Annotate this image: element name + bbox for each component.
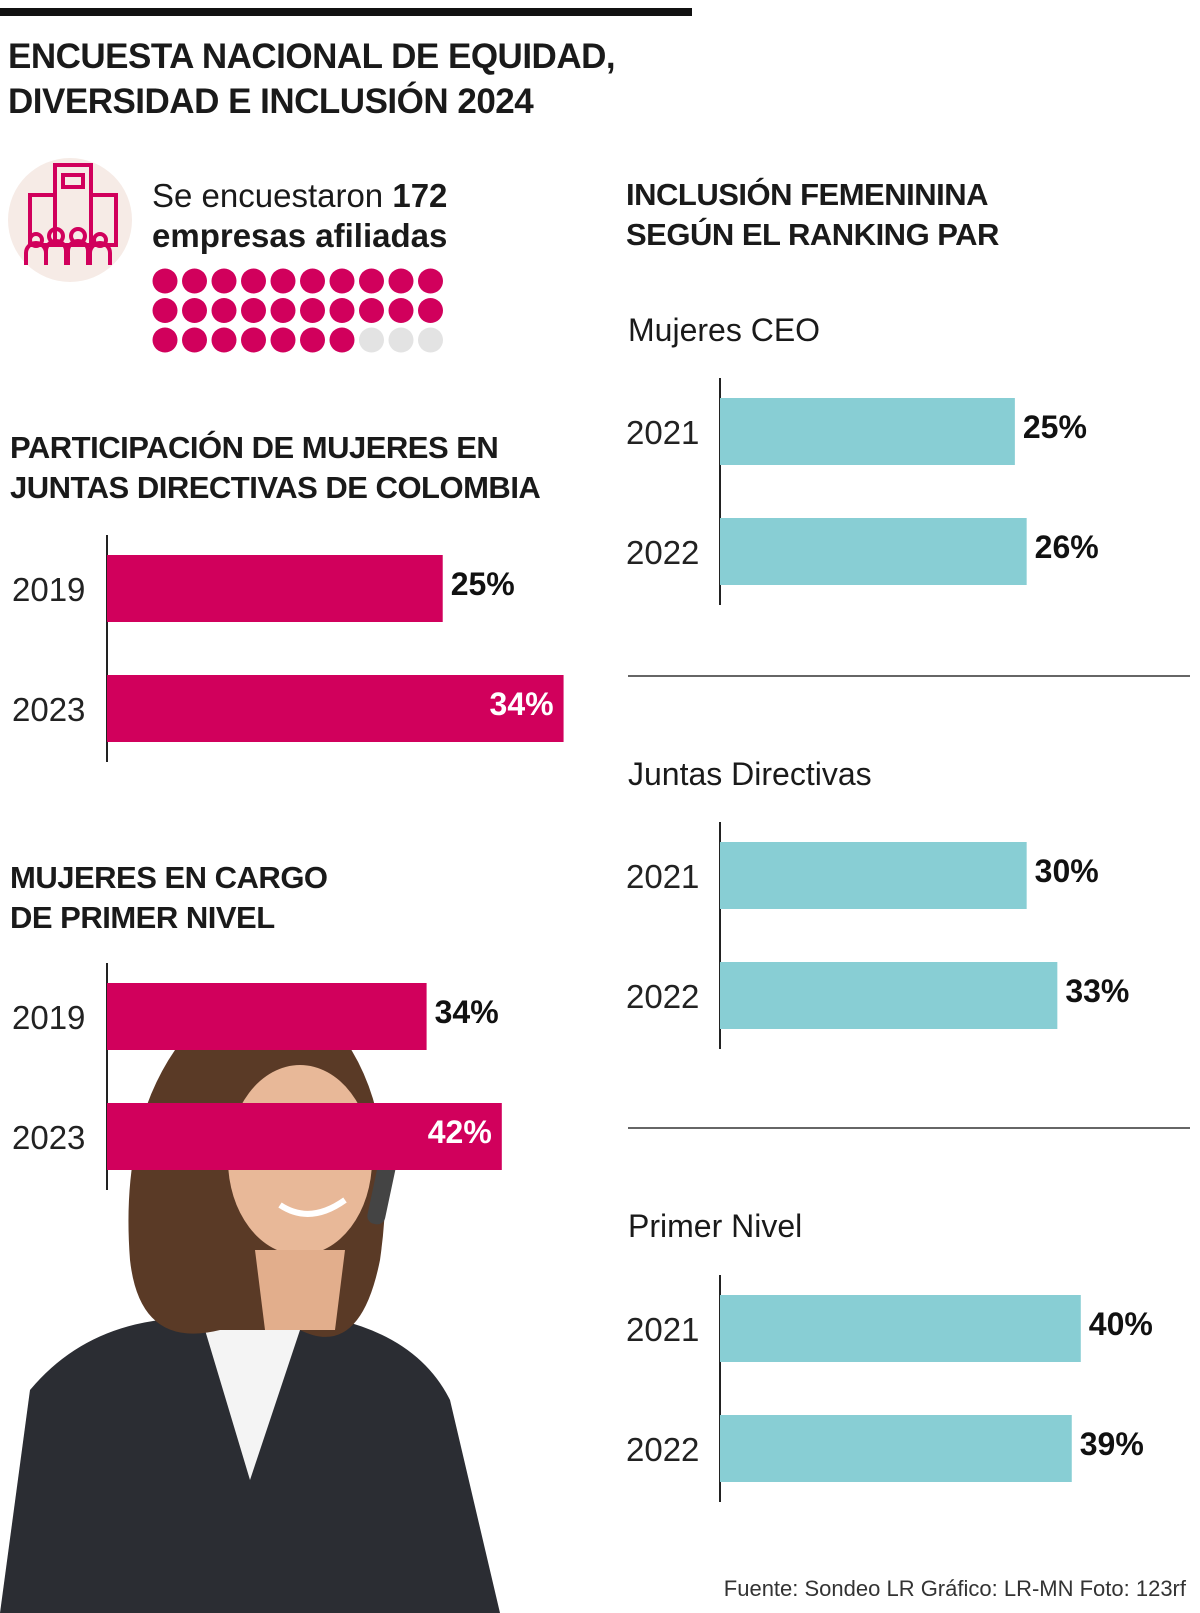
dot — [211, 298, 237, 323]
value-label: 25% — [1023, 409, 1087, 445]
dot — [211, 327, 237, 353]
bar — [720, 398, 1015, 465]
dot — [241, 327, 266, 353]
category-label: 2023 — [12, 1119, 85, 1156]
dot — [300, 327, 325, 353]
survey-number: 172 — [392, 177, 448, 214]
bar — [720, 1295, 1081, 1362]
category-label: 2022 — [626, 534, 699, 571]
dot — [359, 327, 384, 353]
dot — [270, 298, 296, 323]
chart-title: Primer Nivel — [628, 1208, 803, 1244]
building-icon — [8, 158, 132, 282]
bar — [107, 555, 443, 622]
bar — [720, 1415, 1072, 1482]
charts: 2019 25% 2023 34% 2019 34% 2023 42% 2021 25% 2022 2… — [12, 378, 1153, 1502]
dot — [182, 327, 207, 353]
bar — [720, 962, 1058, 1029]
dot — [152, 268, 178, 294]
bar — [107, 675, 564, 742]
value-label: 34% — [435, 994, 499, 1030]
dot — [388, 268, 414, 294]
bar — [720, 842, 1027, 909]
value-label: 34% — [490, 686, 554, 722]
dot — [329, 327, 355, 353]
category-label: 2021 — [626, 414, 699, 451]
ranking-title: INCLUSIÓN FEMENININA SEGÚN EL RANKING PA… — [626, 177, 999, 252]
value-label: 26% — [1035, 529, 1099, 565]
chart-title: Juntas Directivas — [628, 756, 872, 792]
dot — [329, 298, 355, 323]
dot — [152, 327, 178, 353]
dot — [418, 268, 443, 294]
category-label: 2019 — [12, 571, 85, 608]
dot — [270, 327, 296, 353]
dot — [359, 268, 384, 294]
value-label: 30% — [1035, 853, 1099, 889]
bar — [720, 518, 1027, 585]
category-label: 2021 — [626, 858, 699, 895]
survey-label: empresas afiliadas — [152, 217, 448, 254]
dot-grid — [152, 268, 443, 353]
dot — [418, 298, 443, 323]
photo — [0, 1012, 500, 1613]
main-title: ENCUESTA NACIONAL DE EQUIDAD, DIVERSIDAD… — [8, 37, 616, 121]
top-rule — [0, 8, 692, 16]
chart-title: MUJERES EN CARGO DE PRIMER NIVEL — [10, 860, 328, 935]
value-label: 42% — [428, 1114, 492, 1150]
dot — [270, 268, 296, 294]
survey-intro: Se encuestaron — [152, 177, 384, 214]
bar — [107, 1103, 502, 1170]
chart-title: PARTICIPACIÓN DE MUJERES EN JUNTAS DIREC… — [10, 430, 541, 505]
chart-title: Mujeres CEO — [628, 312, 821, 348]
category-label: 2022 — [626, 1431, 699, 1468]
dot — [300, 298, 325, 323]
dot — [211, 268, 237, 294]
dot — [388, 327, 414, 353]
survey-note: Se encuestaron 172 empresas afiliadas — [152, 176, 447, 256]
value-label: 25% — [451, 566, 515, 602]
dot — [300, 268, 325, 294]
category-label: 2019 — [12, 999, 85, 1036]
value-label: 39% — [1080, 1426, 1144, 1462]
dot — [241, 298, 266, 323]
dot — [241, 268, 266, 294]
dot — [182, 298, 207, 323]
category-label: 2021 — [626, 1311, 699, 1348]
value-label: 40% — [1089, 1306, 1153, 1342]
dot — [152, 298, 178, 323]
source: Fuente: Sondeo LR Gráfico: LR-MN Foto: 1… — [723, 1576, 1186, 1601]
value-label: 33% — [1065, 973, 1129, 1009]
dot — [359, 298, 384, 323]
bar — [107, 983, 427, 1050]
dot — [388, 298, 414, 323]
dot — [329, 268, 355, 294]
category-label: 2022 — [626, 978, 699, 1015]
dot — [182, 268, 207, 294]
category-label: 2023 — [12, 691, 85, 728]
dot — [418, 327, 443, 353]
